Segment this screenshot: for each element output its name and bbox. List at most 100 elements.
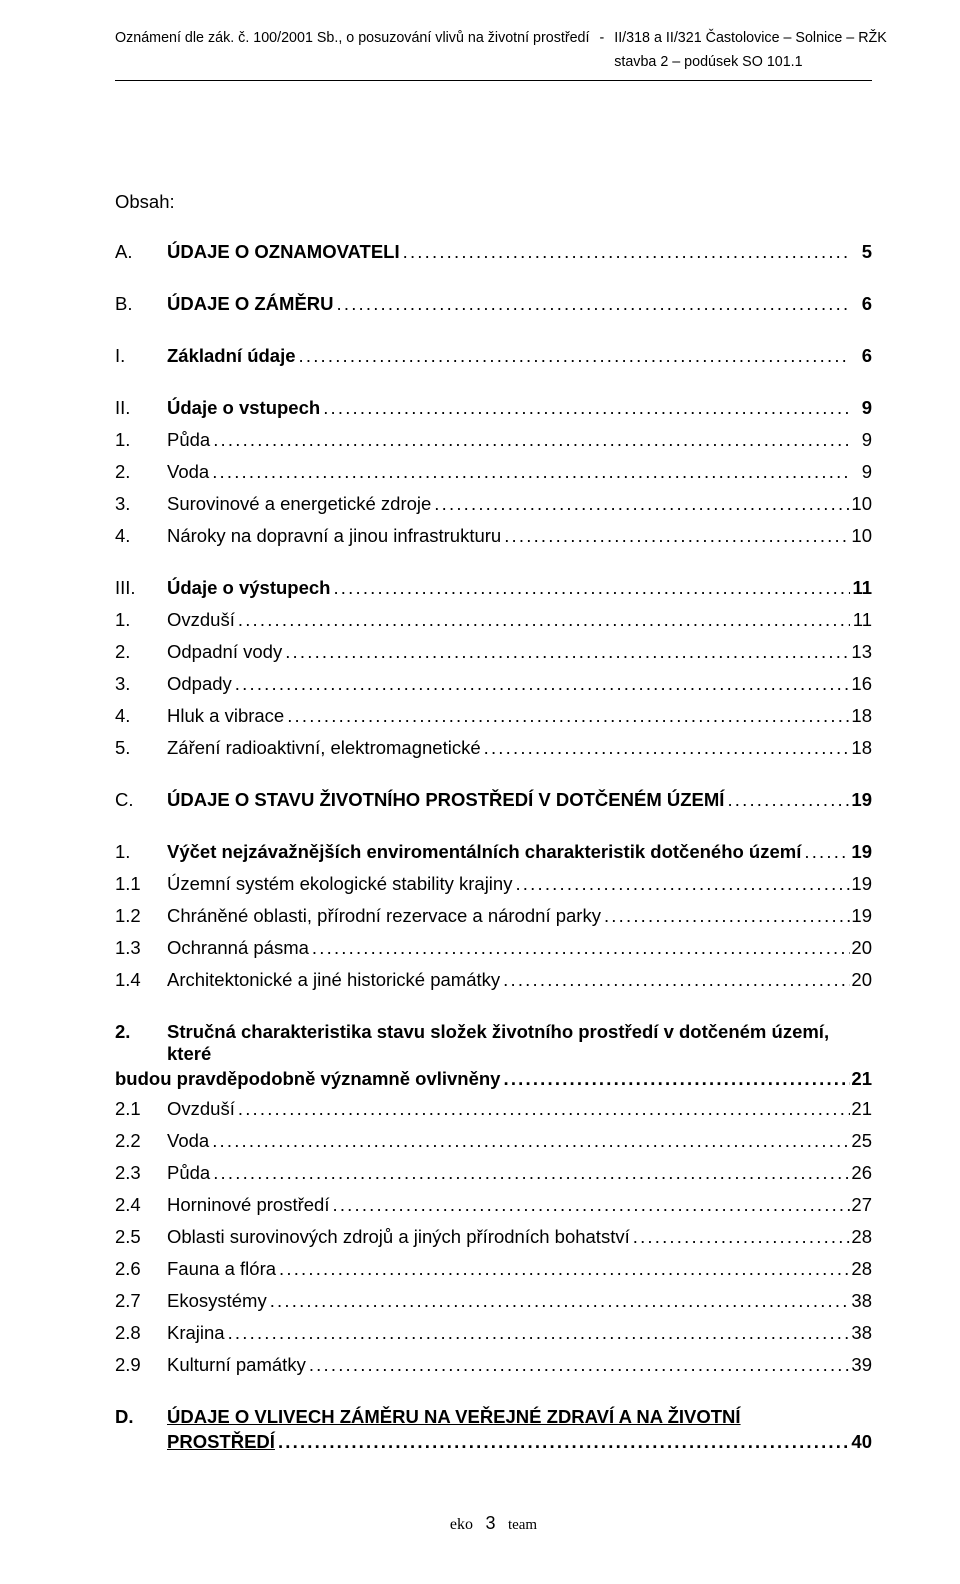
toc-label-line2: budou pravděpodobně významně ovlivněny bbox=[115, 1068, 500, 1090]
toc-leader: ........................................… bbox=[501, 525, 850, 547]
toc-leader: ........................................… bbox=[320, 397, 850, 419]
toc-leader: ........................................… bbox=[481, 737, 850, 759]
toc-pagenum: 19 bbox=[850, 841, 872, 863]
toc-leader: ........................................… bbox=[275, 1431, 850, 1453]
toc-pagenum: 11 bbox=[850, 609, 872, 631]
toc-pagenum: 5 bbox=[850, 241, 872, 263]
toc-num: 1.4 bbox=[115, 969, 167, 991]
toc-leader: ........................................… bbox=[431, 493, 850, 515]
toc-num: 1.1 bbox=[115, 873, 167, 895]
toc-pagenum: 18 bbox=[850, 737, 872, 759]
toc-num: D. bbox=[115, 1406, 167, 1428]
toc-num: 2.1 bbox=[115, 1098, 167, 1120]
toc-pagenum: 38 bbox=[850, 1322, 872, 1344]
toc-num: 2.7 bbox=[115, 1290, 167, 1312]
toc-label: ÚDAJE O STAVU ŽIVOTNÍHO PROSTŘEDÍ V DOTČ… bbox=[167, 789, 724, 811]
toc-num: 1. bbox=[115, 609, 167, 631]
toc-num: 4. bbox=[115, 705, 167, 727]
toc-entry: III.Údaje o výstupech...................… bbox=[115, 577, 872, 599]
toc-num: 2. bbox=[115, 461, 167, 483]
toc-leader: ........................................… bbox=[232, 673, 850, 695]
toc-num: 3. bbox=[115, 493, 167, 515]
toc-label: Kulturní památky bbox=[167, 1354, 306, 1376]
toc-label: Odpadní vody bbox=[167, 641, 282, 663]
toc-num: 2.6 bbox=[115, 1258, 167, 1280]
toc-label: ÚDAJE O OZNAMOVATELI bbox=[167, 241, 400, 263]
toc-list-2: 2.1Ovzduší..............................… bbox=[115, 1098, 872, 1376]
toc-num: 2. bbox=[115, 1021, 167, 1043]
header-left: Oznámení dle zák. č. 100/2001 Sb., o pos… bbox=[115, 28, 589, 74]
toc-pagenum: 19 bbox=[850, 873, 872, 895]
toc-pagenum: 27 bbox=[850, 1194, 872, 1216]
toc-leader: ........................................… bbox=[334, 293, 850, 315]
toc-label: Chráněné oblasti, přírodní rezervace a n… bbox=[167, 905, 601, 927]
toc-num: B. bbox=[115, 293, 167, 315]
toc-leader: ........................................… bbox=[282, 641, 850, 663]
header-right-line2: stavba 2 – podúsek SO 101.1 bbox=[614, 52, 887, 73]
toc-label: Architektonické a jiné historické památk… bbox=[167, 969, 500, 991]
toc-label: Nároky na dopravní a jinou infrastruktur… bbox=[167, 525, 501, 547]
toc-entry: 3.Odpady................................… bbox=[115, 673, 872, 695]
toc-num: 2.9 bbox=[115, 1354, 167, 1376]
toc-label: Hluk a vibrace bbox=[167, 705, 284, 727]
toc-label: Půda bbox=[167, 429, 210, 451]
header-right-line1: II/318 a II/321 Častolovice – Solnice – … bbox=[614, 28, 887, 49]
toc-pagenum: 11 bbox=[850, 577, 872, 599]
toc-entry: C.ÚDAJE O STAVU ŽIVOTNÍHO PROSTŘEDÍ V DO… bbox=[115, 789, 872, 811]
toc-pagenum: 16 bbox=[850, 673, 872, 695]
toc-pagenum: 9 bbox=[850, 397, 872, 419]
toc-pagenum: 6 bbox=[850, 345, 872, 367]
toc-leader: ........................................… bbox=[601, 905, 850, 927]
toc-entry: B.ÚDAJE O ZÁMĚRU........................… bbox=[115, 293, 872, 315]
toc-title: Obsah: bbox=[115, 191, 872, 213]
toc-label: Ochranná pásma bbox=[167, 937, 309, 959]
toc-entry: 1.3Ochranná pásma.......................… bbox=[115, 937, 872, 959]
page-footer: eko 3 team bbox=[115, 1513, 872, 1534]
toc-num: 1.2 bbox=[115, 905, 167, 927]
header-rule bbox=[115, 80, 872, 81]
toc-pagenum: 19 bbox=[850, 905, 872, 927]
toc-pagenum: 10 bbox=[850, 525, 872, 547]
toc-leader: ........................................… bbox=[210, 1162, 850, 1184]
toc-leader: ........................................… bbox=[284, 705, 850, 727]
toc-pagenum: 20 bbox=[850, 937, 872, 959]
toc-label: Půda bbox=[167, 1162, 210, 1184]
toc-entry: 1.Půda..................................… bbox=[115, 429, 872, 451]
toc-label: Horninové prostředí bbox=[167, 1194, 329, 1216]
toc-pagenum: 21 bbox=[850, 1068, 872, 1090]
toc-label: Ekosystémy bbox=[167, 1290, 267, 1312]
toc-num: I. bbox=[115, 345, 167, 367]
toc-num: 2.4 bbox=[115, 1194, 167, 1216]
document-page: Oznámení dle zák. č. 100/2001 Sb., o pos… bbox=[0, 0, 960, 1574]
toc-label: Voda bbox=[167, 1130, 209, 1152]
toc-label: Fauna a flóra bbox=[167, 1258, 276, 1280]
toc-label: Ovzduší bbox=[167, 1098, 235, 1120]
footer-team: team bbox=[508, 1517, 537, 1533]
toc-entry: 4.Nároky na dopravní a jinou infrastrukt… bbox=[115, 525, 872, 547]
toc-label-line1: ÚDAJE O VLIVECH ZÁMĚRU NA VEŘEJNÉ ZDRAVÍ… bbox=[167, 1406, 872, 1428]
toc-label: Krajina bbox=[167, 1322, 225, 1344]
toc-entry: 2.6Fauna a flóra........................… bbox=[115, 1258, 872, 1280]
toc-entry: 2.Odpadní vody..........................… bbox=[115, 641, 872, 663]
toc-num: 5. bbox=[115, 737, 167, 759]
toc-leader: ........................................… bbox=[276, 1258, 850, 1280]
footer-pagenum: 3 bbox=[485, 1513, 495, 1533]
toc-num: II. bbox=[115, 397, 167, 419]
toc-pagenum: 25 bbox=[850, 1130, 872, 1152]
toc-label: ÚDAJE O ZÁMĚRU bbox=[167, 293, 334, 315]
toc-leader: ........................................… bbox=[209, 461, 850, 483]
toc-num: 2.3 bbox=[115, 1162, 167, 1184]
toc-entry: 1.4Architektonické a jiné historické pam… bbox=[115, 969, 872, 991]
toc-entry: 1.Výčet nejzávažnějších enviromentálních… bbox=[115, 841, 872, 863]
toc-entry: 4.Hluk a vibrace........................… bbox=[115, 705, 872, 727]
toc-num: 1. bbox=[115, 841, 167, 863]
toc-label: Oblasti surovinových zdrojů a jiných pří… bbox=[167, 1226, 630, 1248]
toc-leader: ........................................… bbox=[235, 609, 850, 631]
toc-leader: ........................................… bbox=[630, 1226, 850, 1248]
toc-pagenum: 21 bbox=[850, 1098, 872, 1120]
toc-pagenum: 39 bbox=[850, 1354, 872, 1376]
toc-pagenum: 18 bbox=[850, 705, 872, 727]
toc-leader: ........................................… bbox=[225, 1322, 850, 1344]
toc-pagenum: 28 bbox=[850, 1258, 872, 1280]
toc-entry: 1.1Územní systém ekologické stability kr… bbox=[115, 873, 872, 895]
